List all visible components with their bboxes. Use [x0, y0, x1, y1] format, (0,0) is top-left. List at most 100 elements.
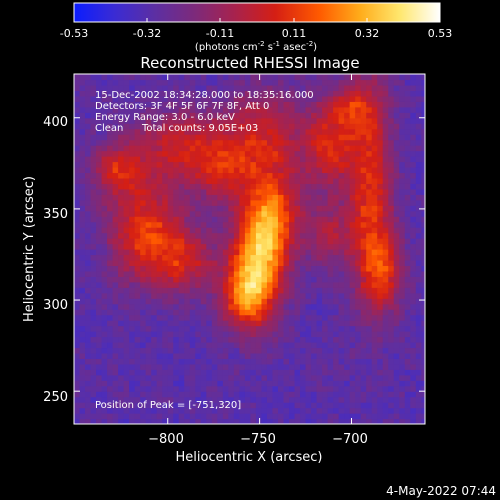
heatmap-cell — [410, 270, 417, 277]
heatmap-cell — [74, 139, 81, 146]
heatmap-cell — [404, 320, 411, 327]
heatmap-cell — [311, 259, 318, 267]
heatmap-cell — [388, 210, 395, 217]
heatmap-cell — [129, 243, 136, 250]
heatmap-cell — [200, 402, 207, 409]
heatmap-cell — [123, 79, 130, 86]
heatmap-cell — [101, 298, 108, 305]
heatmap-cell — [222, 232, 229, 239]
heatmap-cell — [79, 161, 86, 168]
heatmap-cell — [250, 177, 257, 184]
heatmap-cell — [355, 139, 362, 146]
heatmap-cell — [322, 418, 329, 424]
heatmap-cell — [85, 166, 92, 174]
heatmap-cell — [162, 199, 169, 206]
heatmap-cell — [371, 374, 378, 381]
heatmap-cell — [211, 292, 218, 299]
heatmap-cell — [244, 101, 252, 108]
heatmap-cell — [107, 320, 114, 327]
heatmap-cell — [338, 336, 345, 343]
heatmap-cell — [410, 243, 417, 250]
heatmap-cell — [289, 156, 296, 163]
heatmap-cell — [388, 145, 395, 152]
heatmap-cell — [173, 331, 180, 338]
heatmap-cell — [250, 276, 257, 283]
heatmap-cell — [338, 79, 345, 86]
heatmap-cell — [349, 259, 356, 267]
heatmap-cell — [344, 309, 351, 316]
heatmap-cell — [228, 156, 235, 163]
heatmap-cell — [184, 254, 191, 261]
heatmap-cell — [355, 407, 362, 414]
heatmap-cell — [173, 156, 180, 163]
heatmap-cell — [107, 156, 114, 163]
heatmap-cell — [377, 259, 384, 267]
heatmap-cell — [184, 74, 191, 81]
heatmap-cell — [366, 232, 373, 239]
heatmap-cell — [327, 150, 334, 157]
heatmap-cell — [211, 205, 218, 212]
heatmap-cell — [217, 84, 224, 92]
heatmap-cell — [239, 166, 246, 174]
heatmap-cell — [277, 156, 285, 163]
heatmap-cell — [101, 309, 108, 316]
heatmap-cell — [311, 352, 318, 359]
heatmap-cell — [129, 79, 136, 86]
heatmap-cell — [178, 309, 185, 316]
heatmap-cell — [344, 117, 351, 124]
heatmap-cell — [178, 243, 185, 250]
heatmap-cell — [239, 183, 246, 190]
heatmap-cell — [195, 325, 202, 332]
heatmap-cell — [333, 243, 340, 250]
heatmap-cell — [404, 166, 411, 174]
heatmap-cell — [272, 402, 279, 409]
heatmap-cell — [206, 150, 213, 157]
heatmap-cell — [217, 243, 224, 250]
heatmap-cell — [107, 145, 114, 152]
heatmap-cell — [316, 210, 323, 217]
heatmap-cell — [415, 413, 422, 420]
heatmap-cell — [79, 347, 86, 354]
heatmap-cell — [107, 418, 114, 424]
heatmap-cell — [410, 303, 417, 310]
heatmap-cell — [195, 194, 202, 201]
heatmap-cell — [338, 123, 345, 130]
heatmap-cell — [112, 292, 119, 299]
heatmap-cell — [233, 166, 240, 174]
heatmap-cell — [189, 413, 196, 420]
heatmap-cell — [140, 221, 147, 228]
heatmap-cell — [388, 232, 395, 239]
heatmap-cell — [382, 210, 389, 217]
heatmap-cell — [289, 298, 296, 305]
heatmap-cell — [96, 79, 103, 86]
x-tick-label: −800 — [148, 432, 184, 447]
heatmap-cell — [222, 336, 229, 343]
heatmap-cell — [90, 270, 97, 277]
heatmap-cell — [244, 281, 252, 288]
heatmap-cell — [283, 243, 290, 250]
heatmap-cell — [239, 172, 246, 179]
heatmap-cell — [123, 199, 130, 206]
heatmap-cell — [316, 194, 323, 201]
heatmap-cell — [162, 221, 169, 228]
heatmap-cell — [195, 188, 202, 195]
heatmap-cell — [239, 150, 246, 157]
heatmap-cell — [377, 320, 384, 327]
heatmap-cell — [366, 123, 373, 130]
heatmap-cell — [244, 74, 252, 81]
heatmap-cell — [366, 216, 373, 223]
colorbar: -0.53 -0.32 -0.11 0.11 0.32 0.53 (photon… — [60, 2, 452, 53]
heatmap-cell — [107, 134, 114, 141]
heatmap-cell — [266, 210, 274, 217]
heatmap-cell — [300, 232, 307, 239]
heatmap-cell — [74, 396, 81, 403]
heatmap-cell — [250, 84, 257, 92]
heatmap-cell — [228, 314, 235, 321]
heatmap-cell — [349, 336, 356, 343]
heatmap-cell — [366, 210, 373, 217]
heatmap-cell — [162, 314, 169, 321]
heatmap-cell — [140, 128, 147, 135]
heatmap-cell — [338, 221, 345, 228]
heatmap-cell — [101, 270, 108, 277]
heatmap-cell — [178, 363, 185, 370]
